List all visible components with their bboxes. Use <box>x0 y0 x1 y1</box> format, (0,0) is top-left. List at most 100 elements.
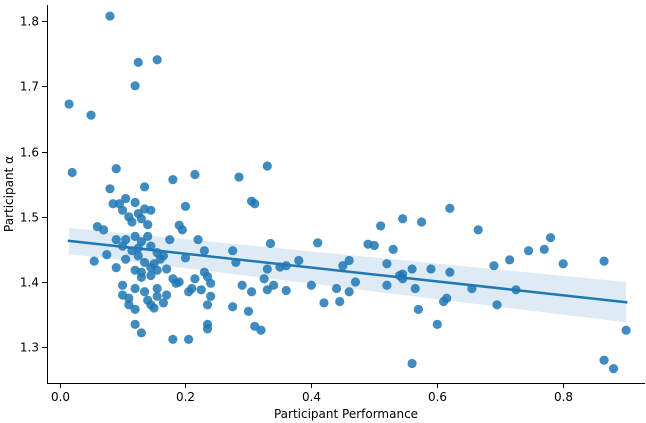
data-point <box>184 334 194 344</box>
data-point <box>523 246 534 256</box>
data-point <box>133 57 143 67</box>
data-point <box>146 205 156 215</box>
data-point <box>344 255 354 266</box>
data-point <box>416 217 427 227</box>
data-point <box>442 293 452 303</box>
data-point <box>206 291 216 301</box>
y-ticks-layer: 1.3 1.4 1.5 1.6 1.7 1.8 <box>20 15 47 355</box>
data-point <box>139 257 150 268</box>
data-point <box>143 231 153 241</box>
x-tick-label: 0.4 <box>302 390 321 404</box>
data-point <box>492 300 502 310</box>
data-point <box>539 244 549 254</box>
data-point <box>489 261 499 271</box>
x-tick-label: 0.2 <box>176 390 195 404</box>
data-point <box>196 285 206 295</box>
y-tick-label: 1.7 <box>20 80 39 94</box>
data-point <box>407 358 417 369</box>
regression-line <box>67 239 628 304</box>
data-point <box>184 287 194 297</box>
y-tick-label: 1.6 <box>20 146 39 160</box>
data-point <box>127 217 137 227</box>
data-point <box>445 203 455 213</box>
data-point <box>121 254 131 264</box>
data-points-layer <box>64 11 631 374</box>
data-point <box>152 283 162 294</box>
data-point <box>331 283 342 294</box>
data-point <box>505 255 515 265</box>
data-point <box>262 285 272 295</box>
data-point <box>180 201 191 211</box>
data-point <box>243 306 254 316</box>
data-point <box>130 197 140 208</box>
x-ticks-layer: 0.0 0.2 0.4 0.6 0.8 <box>51 383 573 404</box>
data-point <box>130 304 140 314</box>
data-point <box>136 214 147 224</box>
data-point <box>426 264 436 274</box>
data-point <box>162 264 172 274</box>
data-point <box>473 225 483 235</box>
data-point <box>382 280 392 290</box>
x-tick-label: 0.6 <box>428 390 447 404</box>
data-point <box>165 235 175 245</box>
data-point <box>139 182 150 192</box>
y-axis-label: Participant α <box>2 156 16 232</box>
data-point <box>445 267 455 277</box>
data-point <box>111 235 121 245</box>
data-point <box>130 283 140 294</box>
data-point <box>136 272 147 283</box>
data-point <box>369 240 379 251</box>
data-point <box>152 265 162 275</box>
data-point <box>246 287 257 297</box>
data-point <box>124 293 134 303</box>
data-point <box>376 221 386 231</box>
data-point <box>193 235 203 245</box>
data-point <box>190 169 200 180</box>
data-point <box>117 280 128 290</box>
data-point <box>152 55 162 65</box>
data-point <box>262 264 272 274</box>
data-point <box>111 163 121 174</box>
data-point <box>143 220 153 230</box>
data-point <box>256 325 266 335</box>
data-point <box>262 161 272 171</box>
regression-line-layer <box>67 239 628 304</box>
data-point <box>102 250 112 260</box>
x-tick-label: 0.8 <box>554 390 573 404</box>
data-point <box>89 256 99 266</box>
y-tick-label: 1.5 <box>20 211 39 225</box>
data-point <box>335 296 345 307</box>
data-point <box>67 167 77 178</box>
data-point <box>344 287 354 297</box>
data-point <box>202 324 213 334</box>
data-point <box>105 11 115 21</box>
data-point <box>413 304 423 314</box>
data-point <box>432 319 442 329</box>
data-point <box>190 274 200 284</box>
data-point <box>545 233 556 243</box>
data-point <box>162 290 172 300</box>
data-point <box>149 303 159 313</box>
x-axis-label: Participant Performance <box>274 407 418 421</box>
data-point <box>168 334 178 344</box>
data-point <box>265 238 276 249</box>
data-point <box>608 364 619 374</box>
data-point <box>294 255 304 266</box>
data-point <box>319 298 329 308</box>
data-point <box>117 205 128 215</box>
data-point <box>259 274 269 284</box>
data-point <box>237 280 247 290</box>
data-point <box>130 231 140 241</box>
data-point <box>136 328 147 338</box>
data-point <box>338 261 348 271</box>
data-point <box>130 319 140 329</box>
data-point <box>388 244 398 254</box>
data-point <box>350 277 361 287</box>
data-point <box>199 246 209 256</box>
data-point <box>99 225 109 235</box>
data-point <box>599 256 609 266</box>
data-point <box>398 214 408 224</box>
x-tick-label: 0.0 <box>51 390 70 404</box>
